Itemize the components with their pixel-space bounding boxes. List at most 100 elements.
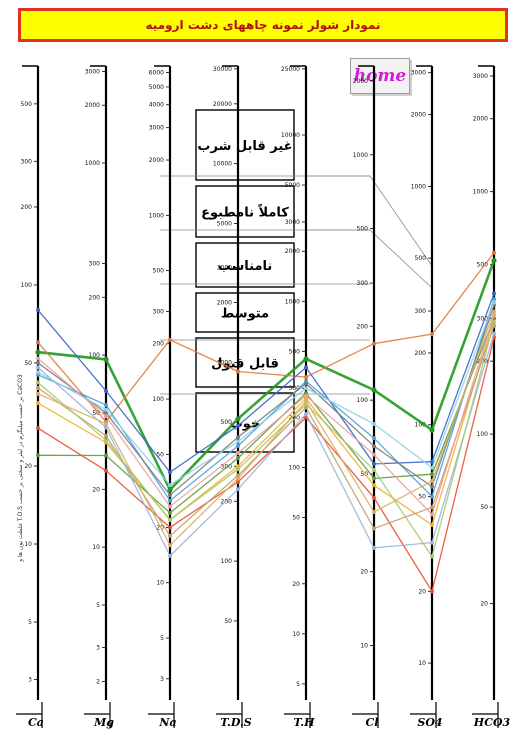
tick-label: 4000 (149, 102, 164, 109)
tick-label: 300 (21, 158, 33, 165)
data-point (371, 387, 377, 393)
tick-label: 1000 (473, 189, 488, 196)
data-point (372, 545, 376, 550)
data-point (236, 423, 240, 428)
zone-label: متوسط (221, 307, 269, 322)
category-label: SO4 (417, 716, 442, 729)
tick-label: 500 (477, 262, 489, 269)
tick-label: 3000 (85, 68, 100, 75)
data-point (304, 393, 308, 398)
tick-label: 20000 (213, 101, 232, 108)
category-label: T.H (294, 716, 316, 729)
data-point (430, 472, 434, 477)
category-label: HCO3 (473, 716, 511, 729)
tick-label: 10 (92, 544, 100, 551)
data-point (168, 553, 172, 558)
tick-label: 200 (89, 294, 101, 301)
tick-label: 10000 (213, 161, 232, 168)
series-line (37, 260, 496, 493)
data-point (168, 517, 172, 522)
data-point (104, 410, 108, 415)
zone-box (195, 337, 295, 388)
tick-label: 300 (477, 315, 489, 322)
series-line (37, 318, 495, 526)
tick-label: 5 (96, 602, 100, 609)
data-point (36, 391, 40, 396)
home-button[interactable]: home (350, 58, 410, 94)
zone-guide (306, 175, 433, 267)
tick-label: 5000 (149, 84, 164, 91)
category-label: Cl (366, 716, 379, 729)
data-point (36, 453, 40, 458)
data-point (430, 332, 434, 337)
zone-box (195, 185, 295, 238)
series-line (37, 305, 495, 497)
tick-label: 2000 (149, 157, 164, 164)
data-point (372, 510, 376, 515)
tick-label: 500 (415, 255, 427, 262)
data-point (430, 479, 434, 484)
data-point (304, 375, 308, 380)
series-line (37, 325, 495, 537)
tick-label: 10 (360, 643, 368, 650)
tick-label: 3000 (149, 125, 164, 132)
tick-label: 5000 (285, 182, 300, 189)
data-point (36, 360, 40, 365)
tick-label: 100 (153, 396, 165, 403)
zone-label: نامناسب (218, 259, 273, 274)
data-point (36, 308, 40, 313)
data-point (236, 369, 240, 374)
tick-label: 500 (289, 348, 301, 355)
tick-label: 100 (21, 282, 33, 289)
tick-label: 2000 (285, 248, 300, 255)
data-point (235, 416, 241, 422)
tick-label: 10 (418, 660, 426, 667)
data-point (304, 399, 308, 404)
chart-series (35, 250, 497, 594)
tick-label: 50 (418, 493, 426, 500)
data-point (36, 356, 40, 361)
category-label: Na (158, 716, 176, 729)
data-point (372, 444, 376, 449)
chart-axes: 3 5 10 20 50 100 200 300 500 2 3 5 10 20 50 100 200 300 10… (21, 65, 496, 700)
data-point (236, 476, 240, 481)
zone-label: قابل قبول (211, 357, 279, 372)
data-point (236, 487, 240, 492)
tick-label: 50 (360, 471, 368, 478)
tick-label: 2000 (217, 300, 232, 307)
tick-label: 200 (221, 498, 233, 505)
tick-label: 50 (92, 410, 100, 417)
data-point (104, 402, 108, 407)
tick-label: 2000 (473, 116, 488, 123)
tick-label: 30000 (213, 66, 232, 73)
tick-label: 2000 (85, 102, 100, 109)
tick-label: 3 (28, 676, 32, 683)
zone-label: غیر قابل شرب (197, 139, 292, 154)
tick-label: 10 (24, 541, 32, 548)
tick-label: 2000 (411, 112, 426, 119)
series-line (37, 337, 495, 593)
tick-label: 50 (480, 504, 488, 511)
data-point (304, 381, 308, 386)
series-line (37, 252, 495, 423)
data-point (430, 494, 434, 499)
schoeller-chart: غیر قابل شرب کاملاً نامطبوع نامناسب متوسط قا… (16, 65, 511, 729)
data-point (104, 407, 108, 412)
tick-label: 200 (289, 415, 301, 422)
series-line (37, 311, 495, 547)
data-point (430, 505, 434, 510)
data-point (103, 356, 109, 362)
tick-label: 300 (357, 280, 369, 287)
data-point (168, 337, 172, 342)
data-point (430, 512, 434, 517)
series-line (37, 301, 495, 486)
data-point (168, 543, 172, 548)
data-point (492, 291, 496, 296)
tick-label: 100 (221, 558, 233, 565)
tick-label: 20 (418, 588, 426, 595)
data-point (430, 522, 434, 527)
data-point (372, 452, 376, 457)
tick-label: 2 (96, 678, 100, 685)
data-point (492, 320, 496, 325)
quality-zones: غیر قابل شرب کاملاً نامطبوع نامناسب متوسط قا… (160, 109, 433, 453)
